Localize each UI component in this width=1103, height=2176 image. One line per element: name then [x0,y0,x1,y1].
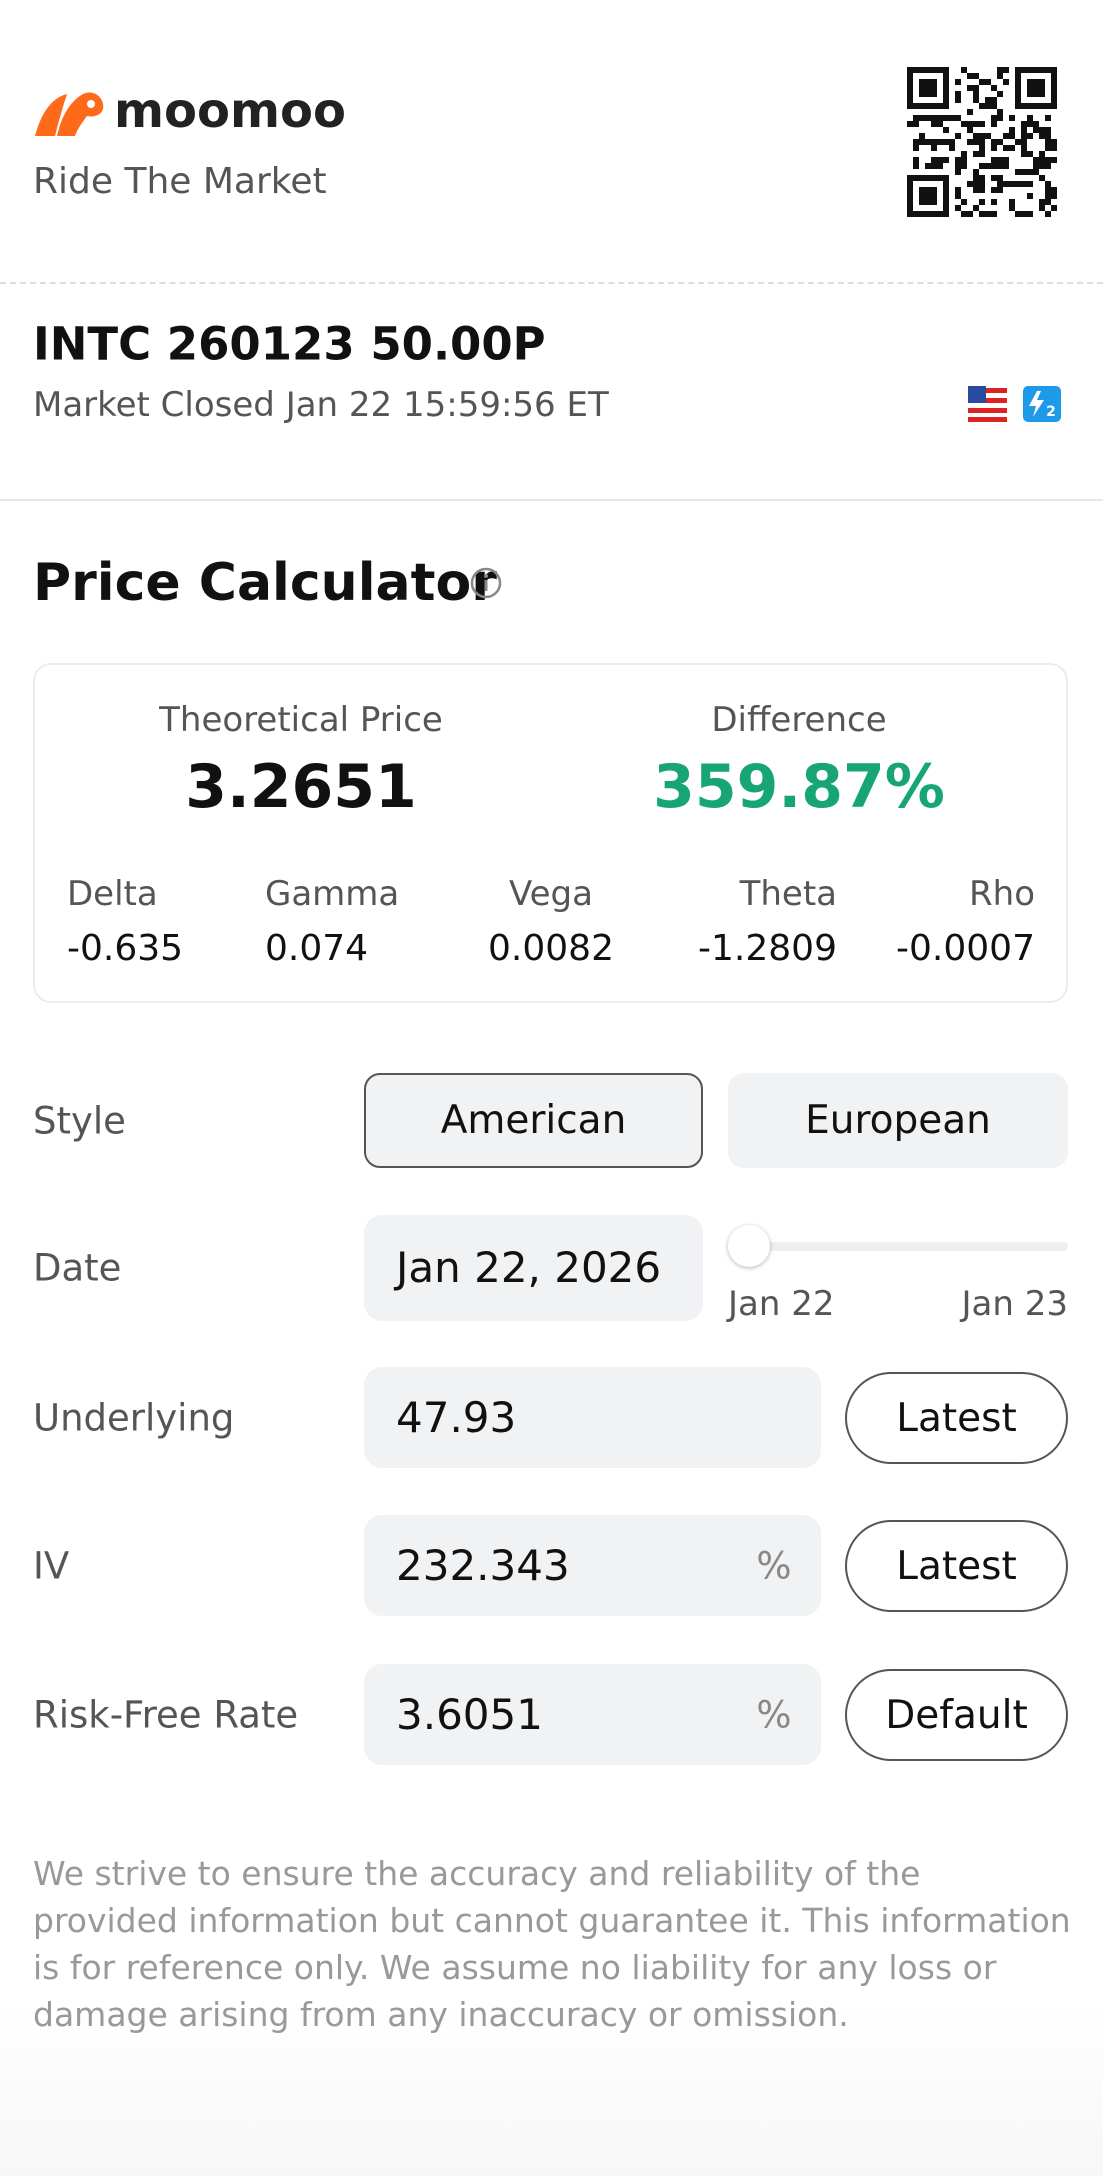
disclaimer: We strive to ensure the accuracy and rel… [33,1854,1071,2034]
summary-value: 359.87% [653,752,945,822]
greek-value: -0.635 [67,928,184,969]
latest-button[interactable]: Latest [845,1372,1068,1464]
greek-value: 0.074 [265,928,369,969]
summary-label: Theoretical Price [159,700,443,740]
market-status: Market Closed Jan 22 15:59:56 ET [33,385,609,425]
brand-name: moomoo [114,83,346,139]
brand-logo [35,92,104,136]
greek-value: 0.0082 [488,928,614,969]
dashed-divider [0,282,1103,284]
contract-symbol: INTC 260123 50.00P [33,317,546,371]
input-box[interactable] [364,1367,821,1468]
us-flag [968,386,1007,422]
input-unit: % [756,1544,792,1588]
slider-end: Jan 23 [961,1284,1068,1324]
level2-icon: 2 [1023,386,1061,422]
greek-value: -1.2809 [698,928,837,969]
svg-text:2: 2 [1046,404,1056,420]
style-option-selected[interactable]: American [364,1073,703,1168]
style-option[interactable]: European [728,1073,1068,1168]
date-slider-knob[interactable] [728,1225,770,1267]
greek-label: Gamma [265,874,400,914]
input-box[interactable] [364,1664,821,1765]
field-label: Underlying [33,1396,235,1440]
tagline: Ride The Market [33,161,327,202]
date-value: Jan 22, 2026 [396,1243,662,1292]
greek-label: Delta [67,874,158,914]
date-input[interactable] [364,1215,703,1321]
greek-label: Rho [969,874,1035,914]
summary-label: Difference [711,700,887,740]
greek-label: Vega [509,874,593,914]
qr-modules [907,67,1057,217]
field-label: Date [33,1246,122,1290]
field-label: Risk-Free Rate [33,1693,299,1737]
qr-code [907,67,1057,217]
section-title: Price Calculator [33,553,497,613]
input-box[interactable] [364,1515,821,1616]
input-value: 3.6051 [396,1690,543,1739]
result-card [33,663,1068,1003]
input-value: 47.93 [396,1393,517,1442]
default-button[interactable]: Default [845,1669,1068,1761]
summary-value: 3.2651 [185,752,417,822]
latest-button[interactable]: Latest [845,1520,1068,1612]
slider-start: Jan 22 [728,1284,835,1324]
date-slider-track[interactable] [728,1242,1068,1251]
divider [0,499,1103,501]
input-value: 232.343 [396,1541,570,1590]
input-unit: % [756,1693,792,1737]
info-icon[interactable] [469,566,503,600]
field-label: IV [33,1544,70,1588]
field-label: Style [33,1099,126,1143]
greek-label: Theta [739,874,837,914]
greek-value: -0.0007 [896,928,1035,969]
